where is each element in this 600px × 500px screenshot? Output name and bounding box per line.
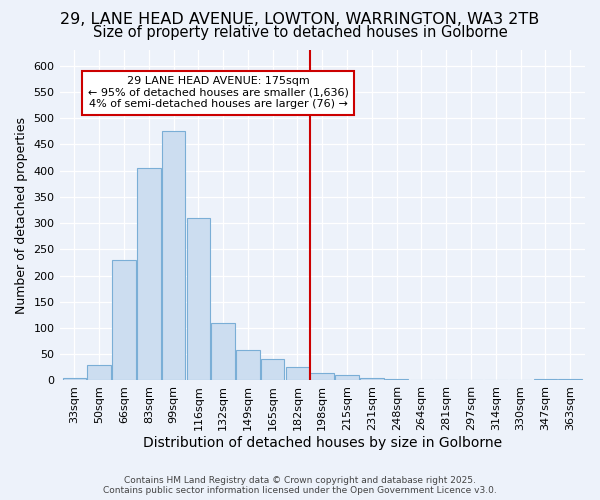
Bar: [360, 378, 383, 380]
Text: Size of property relative to detached houses in Golborne: Size of property relative to detached ho…: [92, 25, 508, 40]
Bar: [286, 368, 309, 380]
Bar: [187, 218, 210, 380]
Text: 29 LANE HEAD AVENUE: 175sqm
← 95% of detached houses are smaller (1,636)
4% of s: 29 LANE HEAD AVENUE: 175sqm ← 95% of det…: [88, 76, 349, 110]
Bar: [335, 375, 359, 380]
Bar: [162, 132, 185, 380]
Text: 29, LANE HEAD AVENUE, LOWTON, WARRINGTON, WA3 2TB: 29, LANE HEAD AVENUE, LOWTON, WARRINGTON…: [61, 12, 539, 28]
Bar: [112, 260, 136, 380]
Bar: [310, 372, 334, 380]
Text: Contains HM Land Registry data © Crown copyright and database right 2025.
Contai: Contains HM Land Registry data © Crown c…: [103, 476, 497, 495]
X-axis label: Distribution of detached houses by size in Golborne: Distribution of detached houses by size …: [143, 436, 502, 450]
Bar: [236, 350, 260, 380]
Bar: [88, 364, 111, 380]
Y-axis label: Number of detached properties: Number of detached properties: [15, 116, 28, 314]
Bar: [211, 323, 235, 380]
Bar: [137, 168, 161, 380]
Bar: [261, 360, 284, 380]
Bar: [62, 378, 86, 380]
